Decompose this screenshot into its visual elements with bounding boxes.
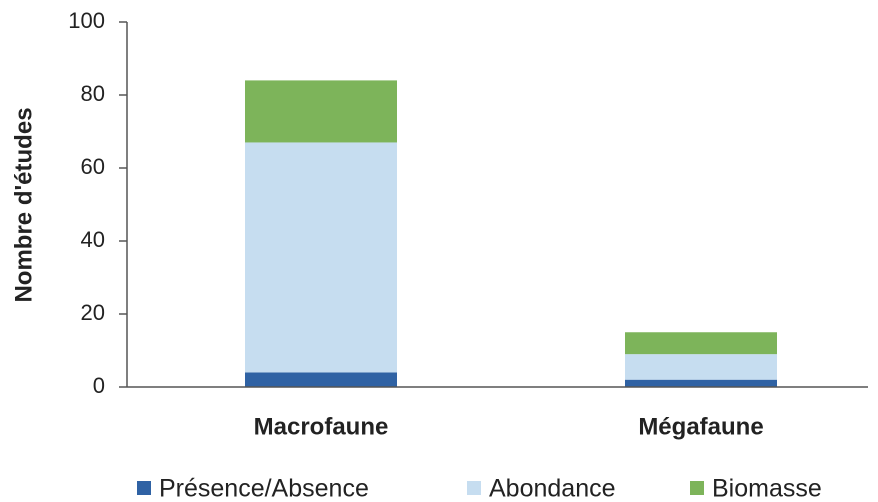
y-axis-label: Nombre d'études [10, 107, 37, 302]
y-tick-label: 0 [93, 373, 105, 398]
legend-swatch [690, 481, 704, 495]
x-tick-label: Mégafaune [638, 413, 763, 440]
bar-segment [245, 80, 397, 143]
bar-segment [625, 354, 777, 380]
legend-swatch [137, 481, 151, 495]
y-tick-label: 40 [81, 227, 105, 252]
y-tick-label: 20 [81, 300, 105, 325]
y-tick-label: 80 [81, 81, 105, 106]
y-tick-label: 100 [68, 8, 105, 33]
bar-segment [625, 332, 777, 355]
bar-segment [245, 142, 397, 373]
bar-segment [625, 379, 777, 387]
legend-label: Biomasse [712, 475, 822, 502]
bar-segment [245, 372, 397, 387]
legend-label: Abondance [489, 475, 616, 502]
x-tick-label: Macrofaune [254, 413, 389, 440]
legend-label: Présence/Absence [159, 475, 369, 502]
y-tick-label: 60 [81, 154, 105, 179]
legend-swatch [467, 481, 481, 495]
